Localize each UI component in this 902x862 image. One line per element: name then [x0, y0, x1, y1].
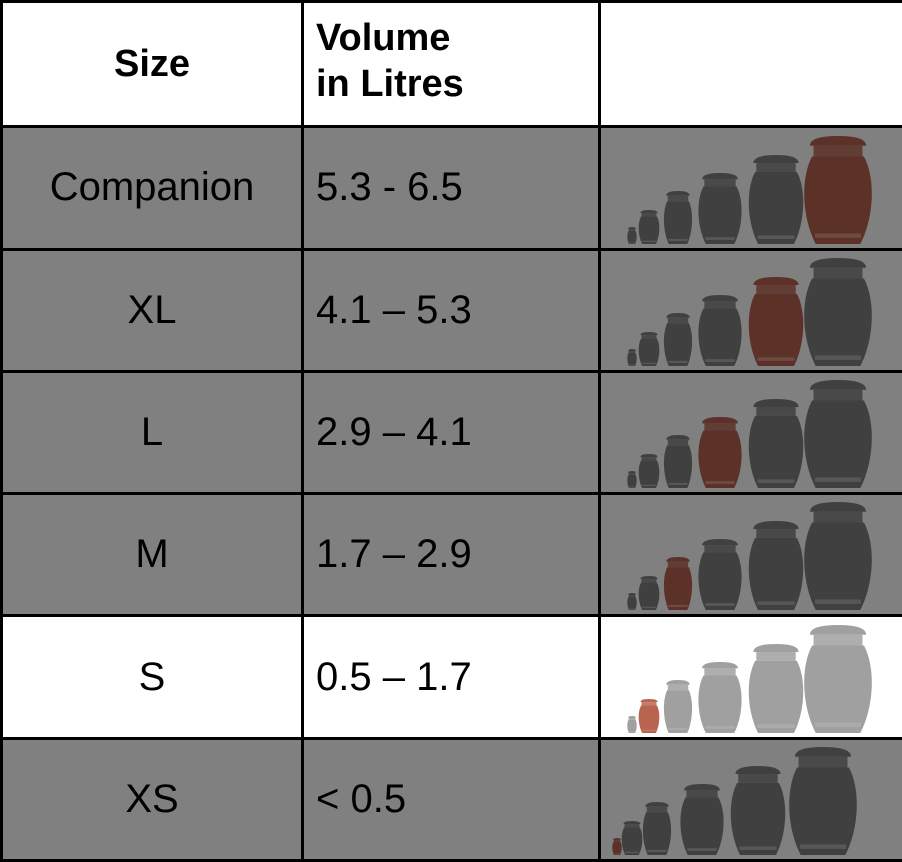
urn-icon	[789, 747, 857, 855]
urn-icon	[748, 276, 804, 366]
urn-icon	[698, 172, 742, 244]
volume-cell: 5.3 - 6.5	[301, 125, 601, 251]
urn-icon	[698, 294, 742, 366]
urn-icon	[748, 643, 804, 733]
urn-icon	[748, 521, 804, 611]
urn-icon	[680, 784, 724, 855]
volume-column-header: Volume in Litres	[301, 0, 601, 129]
table-row: L 2.9 – 4.1	[0, 369, 902, 496]
urn-icon	[638, 698, 660, 733]
urn-icon	[642, 802, 672, 855]
urn-illustration-cell	[598, 369, 902, 496]
urn-icon	[804, 502, 872, 611]
urn-icon	[638, 454, 660, 489]
urn-icon	[627, 715, 637, 733]
size-cell: XL	[0, 247, 304, 373]
urn-icon	[663, 557, 693, 611]
urn-icon	[748, 154, 804, 244]
size-cell: M	[0, 492, 304, 618]
size-cell: L	[0, 369, 304, 496]
urn-illustration-cell	[598, 492, 902, 618]
urn-size-illustration	[627, 502, 872, 611]
volume-cell: < 0.5	[301, 736, 601, 862]
urn-icon	[638, 576, 660, 611]
urn-icon	[663, 435, 693, 489]
urn-illustration-cell	[598, 125, 902, 251]
volume-cell: 2.9 – 4.1	[301, 369, 601, 496]
urn-icon	[627, 593, 637, 611]
size-cell: Companion	[0, 125, 304, 251]
urn-icon	[804, 257, 872, 366]
size-cell: S	[0, 614, 304, 740]
table-row: XS < 0.5	[0, 736, 902, 862]
size-column-header: Size	[0, 0, 304, 129]
urn-icon	[638, 331, 660, 366]
urn-icon	[804, 624, 872, 733]
urn-size-illustration	[627, 135, 872, 244]
urn-icon	[698, 539, 742, 611]
urn-icon	[612, 838, 622, 855]
table-row: M 1.7 – 2.9	[0, 492, 902, 618]
urn-icon	[804, 380, 872, 489]
urn-icon	[621, 821, 643, 855]
table-row: S 0.5 – 1.7	[0, 614, 902, 740]
urn-icon	[698, 417, 742, 489]
urn-icon	[663, 190, 693, 244]
volume-header-line1: Volume	[316, 17, 451, 59]
urn-size-illustration	[627, 380, 872, 489]
urn-size-illustration	[627, 257, 872, 366]
urn-icon	[748, 399, 804, 489]
urn-icon	[627, 471, 637, 489]
volume-header-line2: in Litres	[316, 63, 464, 105]
volume-cell: 1.7 – 2.9	[301, 492, 601, 618]
urn-icon	[638, 209, 660, 244]
urn-icon	[663, 312, 693, 366]
image-column-header	[598, 0, 902, 129]
urn-size-illustration	[612, 747, 857, 855]
header-row: Size Volume in Litres	[0, 0, 902, 129]
urn-icon	[730, 766, 786, 855]
urn-icon	[804, 135, 872, 244]
urn-illustration-cell	[598, 247, 902, 373]
table-row: XL 4.1 – 5.3	[0, 247, 902, 373]
size-cell: XS	[0, 736, 304, 862]
volume-cell: 0.5 – 1.7	[301, 614, 601, 740]
urn-illustration-cell	[598, 614, 902, 740]
urn-icon	[627, 226, 637, 244]
urn-icon	[627, 348, 637, 366]
urn-illustration-cell	[598, 736, 902, 862]
table-row: Companion 5.3 - 6.5	[0, 125, 902, 251]
volume-cell: 4.1 – 5.3	[301, 247, 601, 373]
urn-size-illustration	[627, 624, 872, 733]
urn-icon	[663, 679, 693, 733]
urn-icon	[698, 661, 742, 733]
